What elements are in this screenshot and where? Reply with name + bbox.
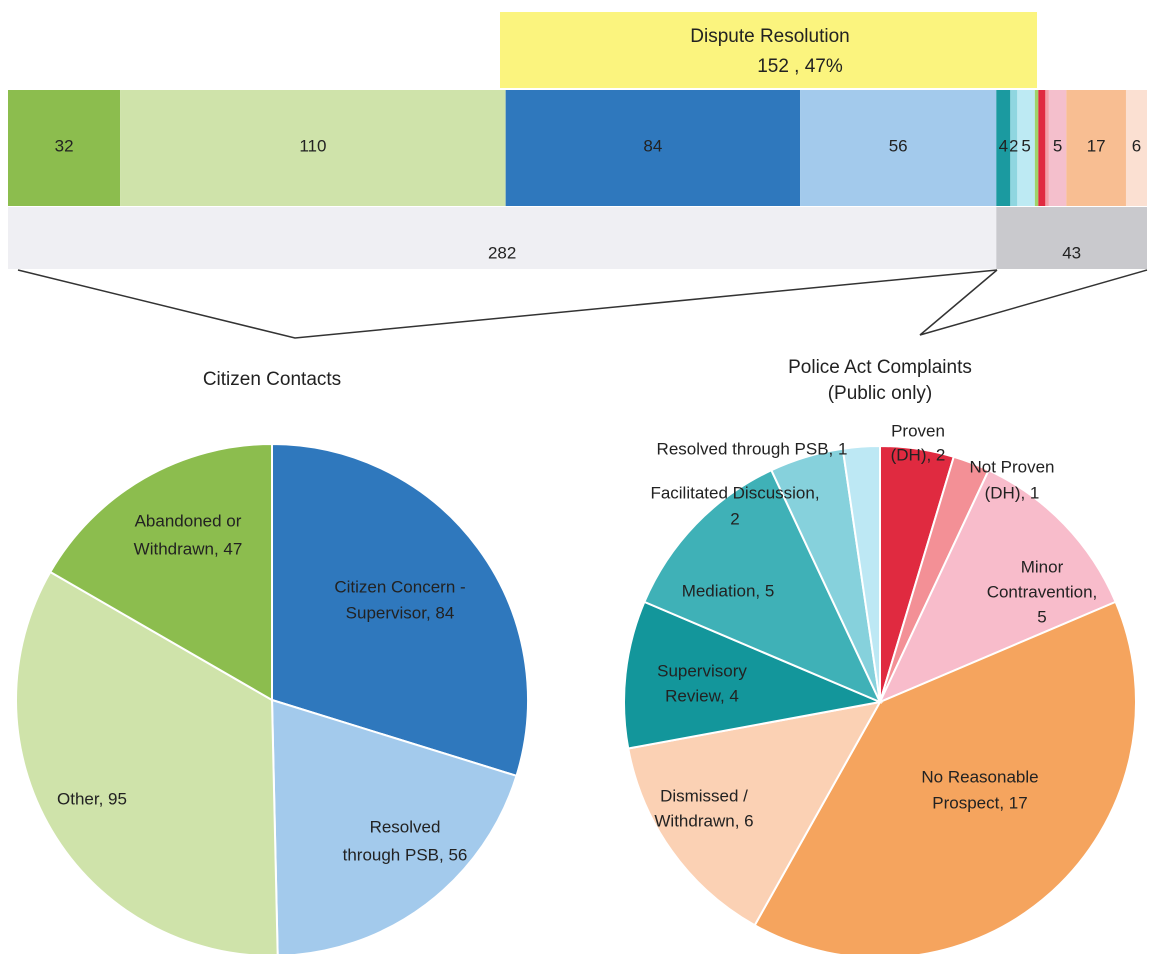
bar-segment	[120, 90, 506, 206]
segment-label: 110	[299, 136, 326, 155]
bar-segment	[996, 90, 1011, 206]
slice-label: Contravention,	[987, 582, 1098, 601]
slice-label: Review, 4	[665, 686, 739, 705]
pie-title: Police Act Complaints	[788, 357, 972, 378]
segment-label: 56	[889, 136, 908, 155]
slice-label: Minor	[1021, 557, 1064, 576]
slice-label: Withdrawn, 6	[654, 811, 753, 830]
slice-label: Resolved	[370, 817, 441, 836]
pie-slice	[877, 468, 1117, 704]
bar-segment	[1066, 90, 1126, 206]
slice-label: Prospect, 17	[932, 793, 1027, 812]
slice-label: Dismissed /	[660, 786, 748, 805]
pie-slice	[48, 442, 273, 702]
pie-slice	[753, 600, 1137, 954]
bar-segment	[1017, 90, 1035, 206]
pie-slice	[270, 698, 518, 954]
bar-segment	[1125, 90, 1147, 206]
segment-label: 282	[488, 243, 516, 262]
slice-label: Abandoned or	[135, 511, 242, 530]
bar-segment	[1048, 90, 1067, 206]
slice-label: No Reasonable	[921, 767, 1038, 786]
slice-label: through PSB, 56	[343, 845, 468, 864]
bar-segment	[1034, 90, 1039, 206]
pie-title: (Public only)	[828, 383, 933, 404]
bar-segment	[1038, 90, 1046, 206]
bar-segment	[800, 90, 997, 206]
pie-slice	[271, 442, 529, 778]
slice-label: 2	[730, 509, 739, 528]
connector	[919, 269, 1148, 336]
slice-label: Withdrawn, 47	[134, 539, 243, 558]
slice-label: Resolved through PSB, 1	[657, 439, 848, 458]
pie-slice	[841, 444, 881, 703]
segment-label: 5	[1021, 136, 1030, 155]
segment-label: 2	[1009, 136, 1018, 155]
pie-slice	[15, 570, 279, 954]
dispute-text: 152 , 47%	[757, 56, 843, 77]
pie-slice	[643, 468, 883, 704]
slice-label: Supervisor, 84	[346, 603, 455, 622]
bar-segment	[505, 90, 801, 206]
bar-segment	[1045, 90, 1049, 206]
slice-label: Mediation, 5	[682, 581, 775, 600]
pie-title: Citizen Contacts	[203, 369, 341, 390]
dispute-box	[500, 12, 1037, 88]
bar-segment	[1010, 90, 1018, 206]
slice-label: Not Proven	[969, 457, 1054, 476]
pie-slice	[627, 700, 882, 927]
segment-label: 32	[55, 136, 74, 155]
dispute-title: Dispute Resolution	[690, 26, 849, 47]
slice-label: Facilitated Discussion,	[650, 483, 819, 502]
slice-label: Proven	[891, 421, 945, 440]
slice-label: Other, 95	[57, 789, 127, 808]
slice-label: Supervisory	[657, 661, 747, 680]
segment-label: 17	[1087, 136, 1106, 155]
slice-label: (DH), 1	[985, 483, 1040, 502]
connector	[17, 269, 998, 339]
segment-label: 84	[643, 136, 662, 155]
segment-label: 6	[1132, 136, 1141, 155]
slice-label: 5	[1037, 607, 1046, 626]
segment-label: 43	[1062, 243, 1081, 262]
bar-segment	[8, 90, 121, 206]
segment-label: 4	[999, 136, 1008, 155]
slice-label: Citizen Concern -	[334, 577, 465, 596]
pie-slice	[623, 600, 884, 750]
segment-label: 5	[1053, 136, 1062, 155]
bar-segment	[8, 207, 997, 269]
bar-segment	[996, 207, 1147, 269]
slice-label: (DH), 2	[891, 445, 946, 464]
